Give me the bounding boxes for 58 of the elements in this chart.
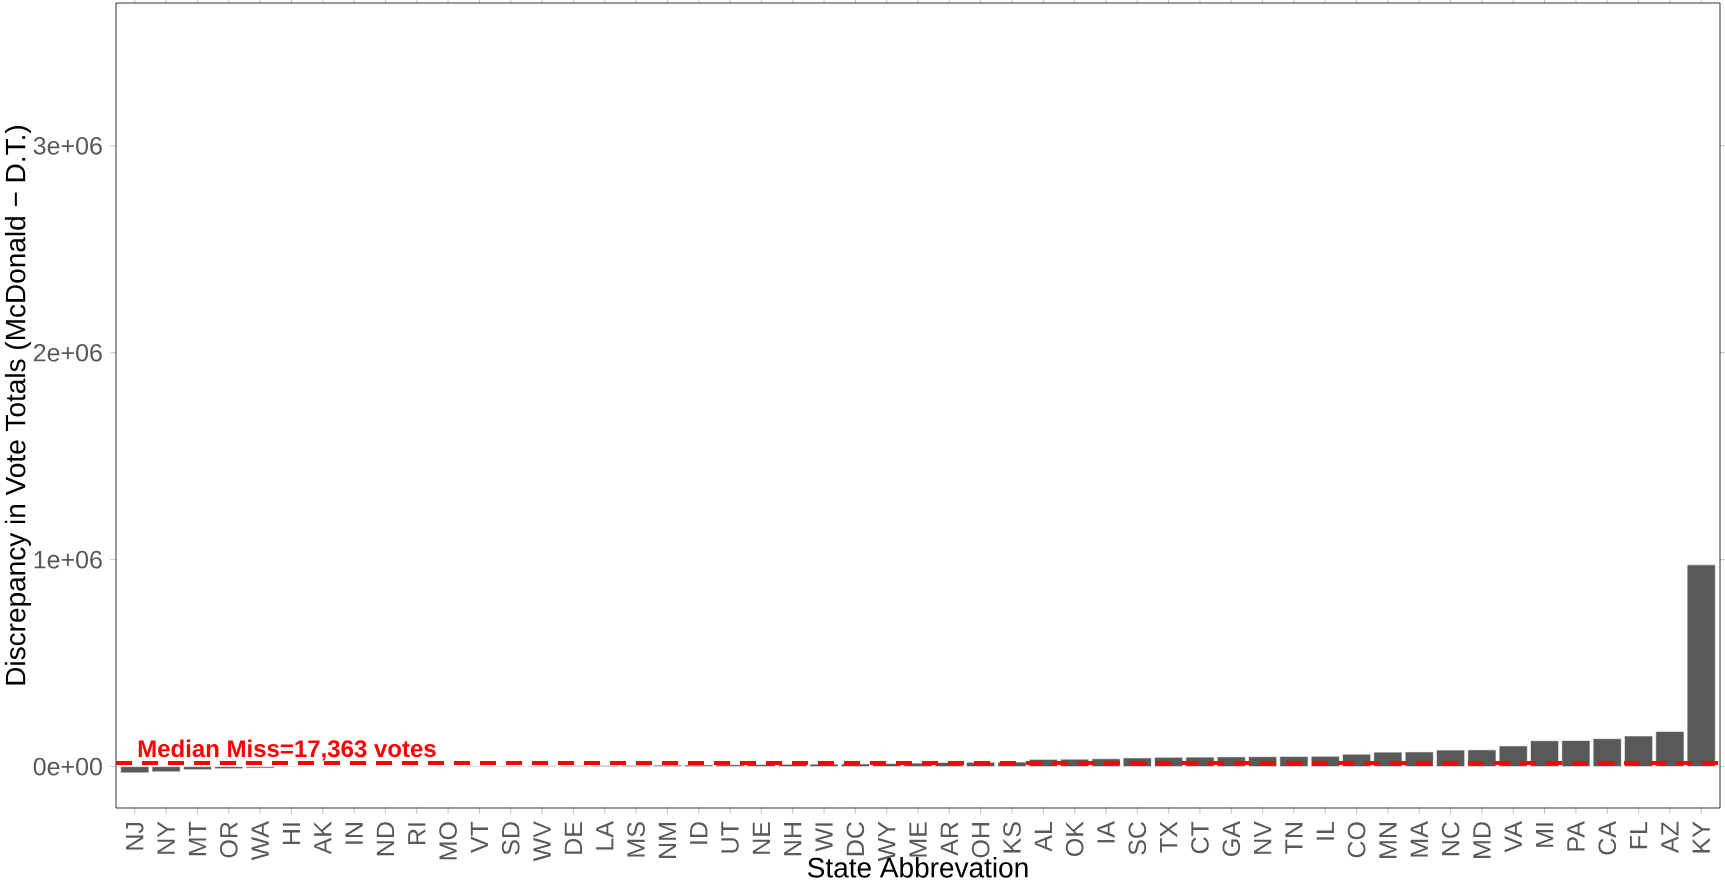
x-tick-label: DE [564, 822, 582, 854]
x-tick-label: CA [1598, 821, 1617, 855]
y-axis-title: Discrepancy in Vote Totals (McDonald − D.T.) [4, 126, 31, 685]
x-tick-label: KS [1003, 822, 1021, 853]
x-tick-label: MO [439, 822, 457, 860]
x-tick-label: ID [690, 822, 708, 844]
x-tick-label: FL [1629, 821, 1648, 849]
x-tick-label: NE [752, 822, 770, 854]
x-tick-label: HI [282, 823, 301, 845]
x-tick-label: WI [815, 823, 833, 852]
x-tick-label: UT [721, 821, 739, 853]
x-tick-label: MS [627, 822, 645, 857]
x-tick-label: OR [219, 822, 238, 858]
x-tick-label: RI [408, 823, 426, 845]
x-tick-label: TN [1285, 823, 1303, 854]
x-tick-label: WA [251, 821, 269, 861]
x-tick-label: NJ [126, 822, 144, 850]
x-tick-label: NY [157, 821, 175, 854]
bar [183, 766, 212, 771]
x-tick-label: NH [784, 823, 802, 856]
bar [1624, 735, 1653, 767]
x-tick-label: ND [376, 822, 395, 856]
x-tick-label: AZ [1661, 821, 1679, 853]
y-tick-label: 1e+06 [34, 550, 102, 569]
x-tick-label: VA [1504, 821, 1522, 853]
x-tick-label: NV [1254, 821, 1272, 854]
x-tick-label: NC [1441, 822, 1460, 856]
x-tick-label: SD [501, 822, 520, 855]
x-tick-label: VT [470, 821, 489, 853]
x-tick-label: LA [596, 821, 614, 850]
x-tick-label: ME [909, 822, 927, 857]
x-tick-label: CT [1191, 821, 1209, 854]
x-tick-label: IL [1316, 821, 1334, 840]
x-tick-label: WV [533, 821, 551, 862]
x-tick-label: NM [658, 823, 676, 858]
x-tick-label: DC [846, 822, 865, 856]
x-tick-label: MT [188, 821, 207, 856]
x-tick-label: SC [1128, 822, 1147, 855]
x-tick-label: OH [971, 823, 990, 858]
x-tick-label: KY [1692, 821, 1710, 853]
y-tick-label: 2e+06 [33, 343, 102, 362]
y-tick-label: 3e+06 [33, 136, 102, 155]
x-tick-label: IN [345, 823, 363, 844]
x-tick-label: GA [1222, 821, 1241, 856]
x-tick-label: MA [1410, 821, 1428, 857]
x-tick-label: MI [1535, 823, 1554, 847]
x-tick-label: CO [1347, 822, 1366, 858]
x-tick-label: PA [1567, 821, 1585, 851]
x-tick-label: MD [1473, 822, 1491, 858]
x-tick-label: IA [1097, 821, 1115, 843]
x-tick-label: AL [1034, 821, 1052, 852]
ref-line-label: Median Miss=17,363 votes [138, 739, 436, 761]
x-tick-label: AR [940, 822, 958, 856]
x-tick-label: TX [1160, 821, 1178, 853]
x-tick-label: AK [314, 821, 332, 855]
x-tick-label: MN [1379, 823, 1397, 858]
y-tick-label: 0e+00 [33, 757, 102, 776]
x-tick-label: OK [1065, 821, 1084, 856]
